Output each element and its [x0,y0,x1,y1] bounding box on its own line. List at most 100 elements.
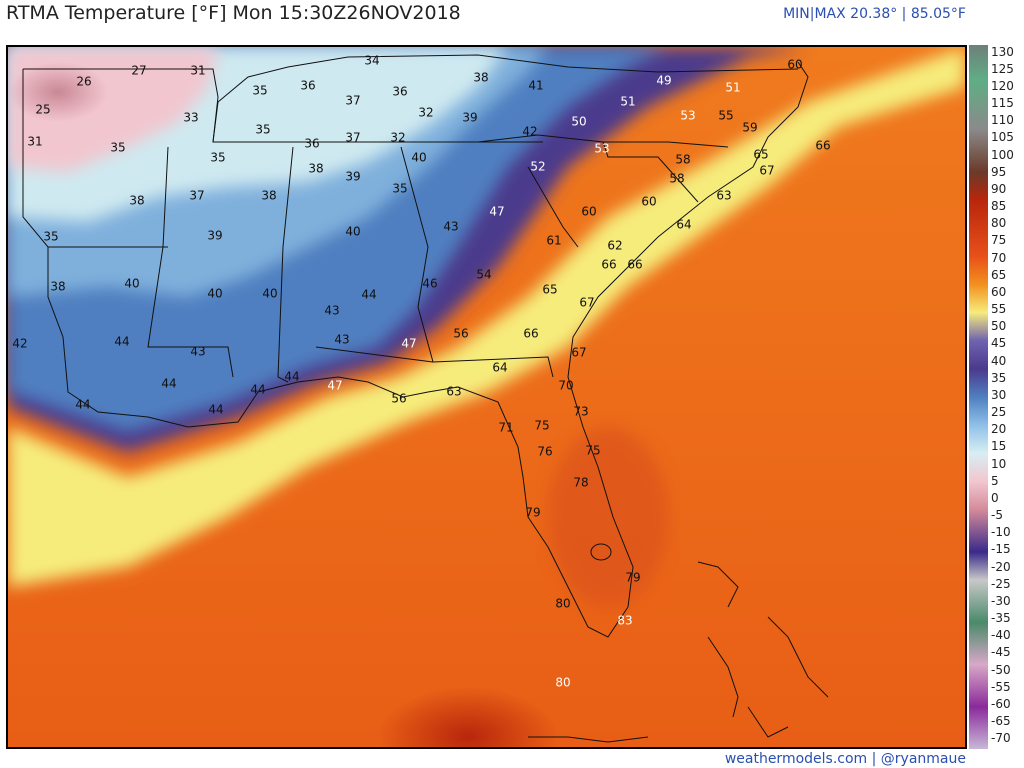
temperature-label: 50 [571,115,586,129]
legend-tick-label: -45 [991,645,1011,660]
state-boundaries [22,54,829,743]
temperature-label: 66 [815,139,830,153]
temperature-label: 43 [443,220,458,234]
temperature-label: 36 [392,85,407,99]
legend-tick-label: 105 [991,130,1014,145]
legend-tick-label: -5 [991,508,1003,523]
temperature-label: 42 [12,337,27,351]
temperature-label: 36 [300,79,315,93]
temperature-label: 51 [620,95,635,109]
temperature-label: 33 [183,111,198,125]
temperature-label: 75 [585,444,600,458]
temperature-label: 35 [43,230,58,244]
legend-tick-label: -15 [991,542,1011,557]
temperature-label: 71 [498,421,513,435]
temperature-label: 80 [555,676,570,690]
temperature-label: 32 [418,106,433,120]
temperature-label: 58 [675,153,690,167]
temperature-label: 46 [422,277,437,291]
legend-tick-label: 35 [991,370,1007,385]
legend-tick-label: 75 [991,233,1007,248]
temperature-label: 62 [607,239,622,253]
temperature-label: 79 [625,571,640,585]
legend-tick-label: -70 [991,731,1011,746]
temperature-label: 36 [304,137,319,151]
temperature-label: 59 [742,121,757,135]
temperature-label: 67 [579,296,594,310]
temperature-label: 63 [716,189,731,203]
temperature-label: 42 [522,125,537,139]
temperature-label: 78 [573,476,588,490]
credit-text: weathermodels.com | @ryanmaue [724,751,966,767]
temperature-label: 52 [530,160,545,174]
temperature-label: 79 [525,506,540,520]
legend-tick-label: 45 [991,336,1007,351]
min-max-readout: MIN|MAX 20.38° | 85.05°F [783,6,966,22]
temperature-label: 44 [161,377,176,391]
temperature-label: 65 [542,283,557,297]
temperature-label: 73 [573,405,588,419]
legend-tick-label: 90 [991,181,1007,196]
legend-tick-label: 0 [991,490,999,505]
temperature-label: 64 [676,218,691,232]
legend-tick-label: -50 [991,662,1011,677]
temperature-label: 38 [261,189,276,203]
legend-tick-label: 15 [991,439,1007,454]
temperature-label: 41 [528,79,543,93]
temperature-label: 66 [627,258,642,272]
legend-tick-label: 60 [991,284,1007,299]
temperature-label: 43 [190,345,205,359]
legend-tick-label: -65 [991,714,1011,729]
temperature-label: 40 [124,277,139,291]
temperature-label: 65 [753,148,768,162]
temperature-label: 60 [581,205,596,219]
temperature-label: 53 [680,109,695,123]
legend-tick-label: 120 [991,78,1014,93]
temperature-label: 56 [453,327,468,341]
temperature-label: 60 [787,58,802,72]
legend-tick-label: -40 [991,628,1011,643]
temperature-label: 39 [462,111,477,125]
temperature-label: 47 [327,379,342,393]
temperature-map[interactable]: 34 60 27 31 26 38 49 41 51 35 36 36 37 51 25 32 33 39 50 53… [6,45,967,749]
temperature-label: 66 [601,258,616,272]
temperature-label: 35 [252,84,267,98]
temperature-label: 38 [473,71,488,85]
temperature-label: 44 [75,398,90,412]
temperature-label: 39 [345,170,360,184]
temperature-label: 31 [27,135,42,149]
temperature-label: 35 [110,141,125,155]
legend-tick-label: 125 [991,61,1014,76]
temperature-label: 54 [476,268,491,282]
legend-tick-label: 85 [991,199,1007,214]
legend-tick-label: 110 [991,113,1014,128]
temperature-label: 67 [759,164,774,178]
temperature-label: 75 [534,419,549,433]
temperature-label: 51 [725,81,740,95]
temperature-label: 83 [617,614,632,628]
legend-tick-label: 20 [991,422,1007,437]
temperature-label: 63 [446,385,461,399]
temperature-label: 26 [76,75,91,89]
temperature-label: 60 [641,195,656,209]
temperature-label: 44 [361,288,376,302]
temperature-label: 31 [190,64,205,78]
legend-tick-label: 25 [991,405,1007,420]
legend-tick-label: 5 [991,473,999,488]
temperature-label: 40 [411,151,426,165]
temperature-label: 38 [50,280,65,294]
temperature-label: 27 [131,64,146,78]
temperature-label: 44 [284,370,299,384]
temperature-label: 47 [401,337,416,351]
legend-tick-label: 95 [991,164,1007,179]
temperature-label: 40 [345,225,360,239]
temperature-label: 64 [492,361,507,375]
legend-tick-label: -25 [991,576,1011,591]
legend-tick-label: 130 [991,44,1014,59]
temperature-label: 34 [364,54,379,68]
temperature-label: 80 [555,597,570,611]
legend-tick-label: -30 [991,593,1011,608]
temperature-label: 37 [189,189,204,203]
legend-tick-label: -35 [991,611,1011,626]
temperature-label: 40 [262,287,277,301]
